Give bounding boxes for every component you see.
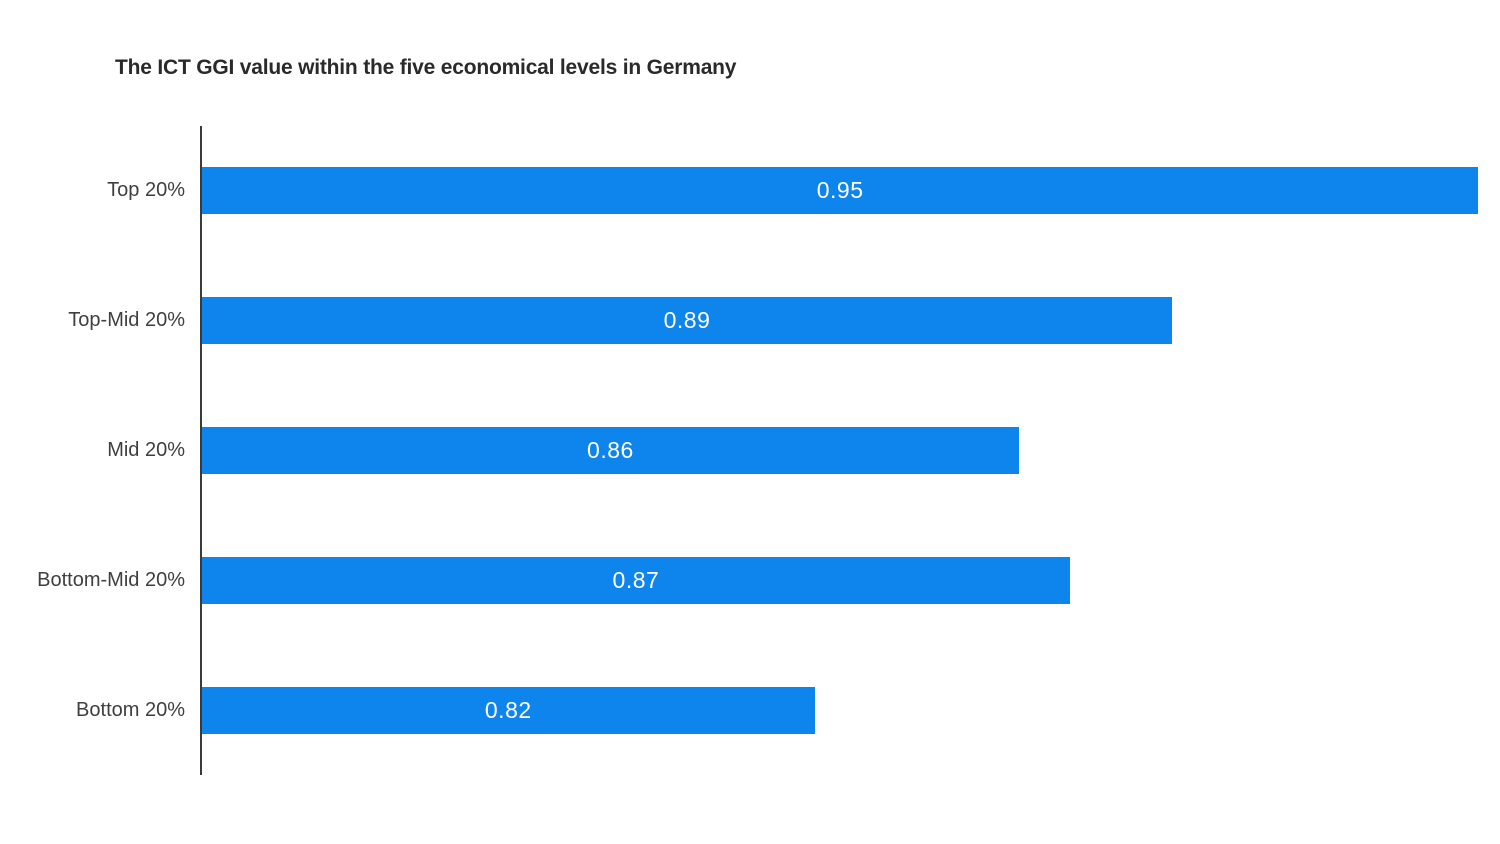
value-label-top-mid-20: 0.89 xyxy=(663,307,711,334)
bar-row-mid-20: Mid 20% 0.86 xyxy=(107,386,1490,516)
category-label-bottom-mid-20: Bottom-Mid 20% xyxy=(37,568,185,591)
bar-bottom-mid-20: 0.87 xyxy=(202,556,1070,604)
category-label-bottom-20: Bottom 20% xyxy=(76,698,185,721)
bar-mid-20: 0.86 xyxy=(202,426,1019,474)
category-label-top-mid-20: Top-Mid 20% xyxy=(68,309,185,332)
chart-title: The ICT GGI value within the five econom… xyxy=(115,56,737,79)
category-label-mid-20: Mid 20% xyxy=(107,438,185,461)
value-label-bottom-mid-20: 0.87 xyxy=(612,566,660,593)
bar-bottom-20: 0.82 xyxy=(202,686,815,734)
value-label-top-20: 0.95 xyxy=(816,177,864,204)
bar-row-top-mid-20: Top-Mid 20% 0.89 xyxy=(68,256,1490,386)
value-label-mid-20: 0.86 xyxy=(587,436,634,463)
bar-row-bottom-20: Bottom 20% 0.82 xyxy=(76,645,1490,775)
bar-row-top-20: Top 20% 0.95 xyxy=(107,126,1490,256)
bar-row-bottom-mid-20: Bottom-Mid 20% 0.87 xyxy=(37,515,1490,645)
value-label-bottom-20: 0.82 xyxy=(484,696,532,723)
category-label-top-20: Top 20% xyxy=(107,179,185,202)
plot-area: Top 20% 0.95 Top-Mid 20% 0.89 Mid 20% 0.86 Bot… xyxy=(37,126,1490,775)
bar-top-mid-20: 0.89 xyxy=(202,297,1172,345)
bar-top-20: 0.95 xyxy=(202,167,1479,215)
